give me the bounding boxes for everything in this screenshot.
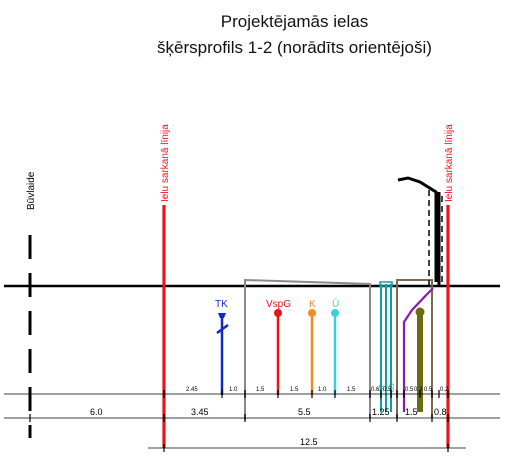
utility-u	[331, 309, 339, 395]
red-line-left-label: Ielu sarkanā līnija	[160, 124, 171, 202]
sidewalk-profile	[396, 279, 433, 418]
utility-label-k: K	[309, 299, 316, 310]
dim-mid-3: 5.5	[298, 407, 311, 417]
dim-small-8: 0.5	[383, 387, 392, 393]
street-light-arm	[397, 176, 438, 282]
utility-label-a1: ST	[380, 384, 386, 392]
utility-label-tk: TK	[215, 299, 228, 310]
dim-small-10: 0.3	[414, 387, 423, 393]
utility-tk	[216, 313, 229, 395]
dim-ticks	[29, 390, 449, 452]
utility-vspg	[274, 309, 282, 395]
dim-mid-5: 1.5	[405, 407, 418, 417]
dim-total: 12.5	[300, 437, 318, 447]
dim-mid-4: 1.25	[372, 407, 390, 417]
dim-small-6: 1.5	[347, 387, 356, 393]
dim-small-4: 1.5	[290, 387, 299, 393]
dim-small-12: 0.2	[440, 387, 449, 393]
diagram-title-line2: šķērsprofils 1-2 (norādīts orientējoši)	[157, 38, 432, 57]
teal-utility-cap	[379, 281, 393, 287]
utility-label-u: Ū	[332, 298, 339, 310]
dim-small-9: 0.5	[405, 387, 414, 393]
utility-label-vspg: VspG	[266, 299, 291, 310]
utility-label-2elkt: 2ELkt	[409, 321, 419, 345]
purple-cable	[402, 287, 434, 412]
dim-small-3: 1.5	[256, 387, 265, 393]
dims-mid: 6.0 3.45 5.5 1.25 1.5 0.8	[90, 407, 447, 417]
dim-small-11: 0.5	[424, 387, 433, 393]
red-line-right-label: Ielu sarkanā līnija	[444, 124, 455, 202]
building-line-label: Būvlaide	[26, 171, 37, 210]
dim-small-5: 1.0	[318, 387, 327, 393]
dims-small: 2.45 1.0 1.5 1.5 1.0 1.5 0.6 0.5 0.5 0.3…	[186, 387, 449, 393]
dim-small-2: 1.0	[229, 387, 238, 393]
carriageway-profile	[244, 278, 371, 420]
dim-mid-1: 6.0	[90, 407, 103, 417]
utility-k	[308, 309, 316, 395]
dim-mid-2: 3.45	[191, 407, 209, 417]
dim-small-7: 0.6	[371, 387, 380, 393]
utility-label-a2: GS	[390, 383, 396, 392]
diagram-title-line1: Projektējamās ielas	[220, 12, 369, 31]
dim-small-1: 2.45	[186, 387, 198, 393]
dim-mid-6: 0.8	[434, 407, 447, 417]
elkt-utility-head	[415, 307, 425, 317]
